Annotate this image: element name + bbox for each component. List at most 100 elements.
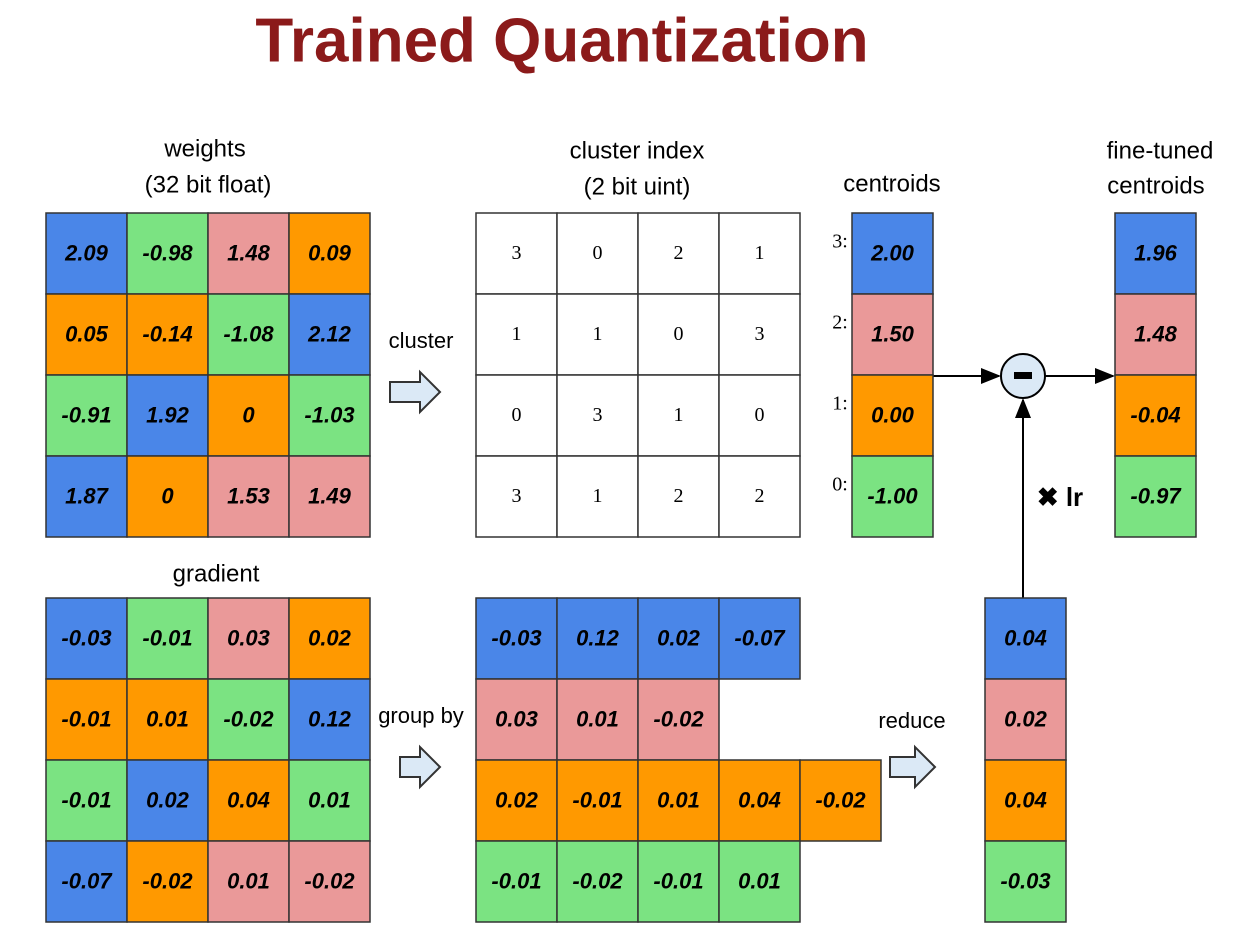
gradient-cell-text: 0.01 (146, 706, 189, 731)
weight-cell-text: 1.87 (65, 483, 110, 508)
centroid-index: 1: (832, 393, 848, 415)
weights-label: (32 bit float) (145, 171, 272, 198)
weight-cell-text: -0.98 (142, 240, 193, 265)
centroid-cell (851, 212, 934, 295)
grouped-cell-text: 0.02 (657, 625, 701, 650)
gradient-cell (288, 678, 371, 761)
gradient-cell (288, 597, 371, 680)
weight-cell (126, 293, 209, 376)
centroids-label: centroids (843, 170, 940, 197)
grouped-cell-text: 0.01 (657, 787, 700, 812)
centroid-cell (851, 293, 934, 376)
weight-cell (207, 374, 290, 457)
weight-cell (45, 293, 128, 376)
gradient-label: gradient (173, 560, 260, 587)
fine-tuned-label: fine-tuned (1107, 137, 1214, 164)
weight-cell-text: 1.48 (227, 240, 271, 265)
index-cell-text: 3 (512, 242, 522, 264)
gradient-cell-text: 0.12 (308, 706, 352, 731)
cluster-index-label: cluster index (570, 137, 705, 164)
weight-cell (45, 455, 128, 538)
reduced-cell-text: 0.02 (1004, 706, 1048, 731)
fine-tuned-label: centroids (1107, 172, 1204, 199)
gradient-cell (288, 840, 371, 923)
grouped-cell-text: 0.02 (495, 787, 539, 812)
gradient-cell (126, 759, 209, 842)
gradient-cell-text: 0.02 (146, 787, 190, 812)
minus-sign (1014, 372, 1032, 379)
step-label: cluster (389, 328, 454, 353)
index-cell (718, 293, 801, 376)
step-label: reduce (878, 708, 945, 733)
centroid-cell-text: -1.00 (867, 483, 918, 508)
gradient-cell-text: 0.01 (308, 787, 351, 812)
reduced-cell (984, 678, 1067, 761)
grouped-cell (718, 840, 801, 923)
index-cell-text: 3 (755, 323, 765, 345)
index-cell (556, 374, 639, 457)
fine-tuned-cell-text: -0.97 (1130, 483, 1182, 508)
index-cell-text: 0 (512, 404, 522, 426)
grouped-cell (718, 597, 801, 680)
cluster-index-label: (2 bit uint) (584, 173, 691, 200)
weight-cell (288, 293, 371, 376)
reduced-cell (984, 759, 1067, 842)
index-cell (718, 212, 801, 295)
grouped-cell (556, 840, 639, 923)
weight-cell-text: 2.09 (64, 240, 109, 265)
weight-cell-text: 0.09 (308, 240, 352, 265)
index-cell (556, 455, 639, 538)
grouped-cell (475, 759, 558, 842)
gradient-cell-text: -0.01 (142, 625, 192, 650)
centroid-cell-text: 2.00 (870, 240, 915, 265)
grouped-cell (637, 840, 720, 923)
weight-cell-text: -0.14 (142, 321, 192, 346)
gradient-cell (288, 759, 371, 842)
grouped-cell-text: -0.01 (572, 787, 622, 812)
index-cell (718, 455, 801, 538)
lr-label: ✖ lr (1037, 482, 1083, 512)
gradient-cell-text: 0.03 (227, 625, 270, 650)
block-arrow (889, 744, 937, 790)
gradient-cell (45, 840, 128, 923)
weight-cell-text: 1.49 (308, 483, 352, 508)
gradient-cell (207, 759, 290, 842)
centroid-index: 3: (832, 231, 848, 253)
index-cell (475, 293, 558, 376)
gradient-cell-text: -0.02 (223, 706, 274, 731)
index-cell-text: 1 (593, 323, 603, 345)
index-cell-text: 1 (755, 242, 765, 264)
weight-cell-text: 0 (242, 402, 255, 427)
gradient-cell-text: 0.01 (227, 868, 270, 893)
fine-tuned-cell (1114, 374, 1197, 457)
index-cell-text: 3 (593, 404, 603, 426)
grouped-cell (556, 597, 639, 680)
block-arrow (389, 369, 442, 415)
centroid-cell-text: 0.00 (871, 402, 915, 427)
weight-cell (288, 212, 371, 295)
grouped-cell-text: 0.04 (738, 787, 781, 812)
gradient-cell-text: 0.04 (227, 787, 270, 812)
index-cell (556, 212, 639, 295)
gradient-cell (126, 840, 209, 923)
reduced-cell-text: 0.04 (1004, 625, 1047, 650)
centroid-cell-text: 1.50 (871, 321, 915, 346)
index-cell (718, 374, 801, 457)
grouped-cell-text: -0.03 (491, 625, 541, 650)
index-cell-text: 2 (674, 242, 684, 264)
index-cell-text: 1 (512, 323, 522, 345)
grouped-cell-text: -0.02 (815, 787, 866, 812)
gradient-cell (126, 678, 209, 761)
gradient-cell (45, 678, 128, 761)
gradient-cell (207, 597, 290, 680)
fine-tuned-cell (1114, 293, 1197, 376)
weight-cell (288, 374, 371, 457)
fine-tuned-cell (1114, 455, 1197, 538)
grouped-cell-text: -0.07 (734, 625, 786, 650)
index-cell-text: 1 (593, 485, 603, 507)
grouped-cell-text: 0.12 (576, 625, 620, 650)
grouped-cell (637, 678, 720, 761)
grouped-cell (475, 597, 558, 680)
weight-cell-text: 0 (161, 483, 174, 508)
